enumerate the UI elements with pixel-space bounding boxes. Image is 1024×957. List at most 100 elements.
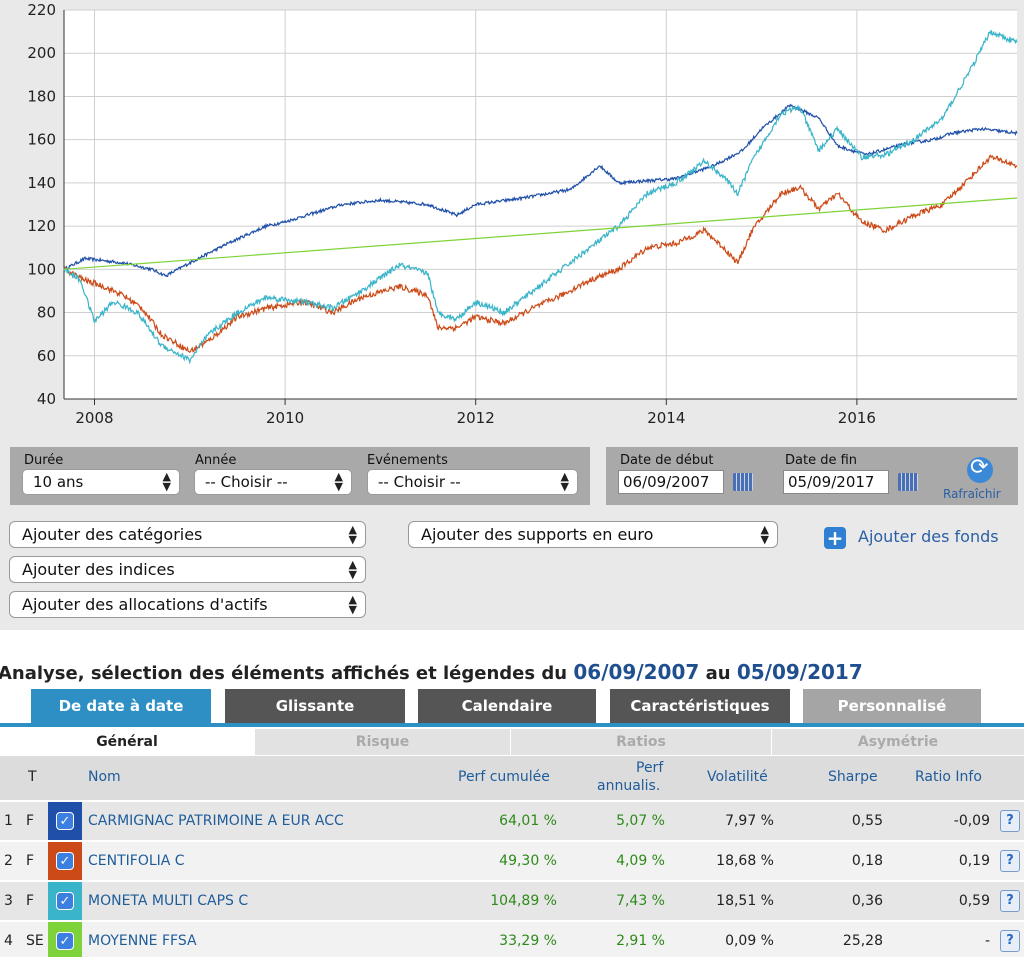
refresh-icon[interactable] bbox=[967, 455, 993, 483]
select-arrows-icon: ▲ ▼ bbox=[348, 593, 357, 616]
row-type: F bbox=[26, 853, 35, 869]
tab-glissante[interactable]: Glissante bbox=[225, 689, 405, 723]
row-type: SE bbox=[26, 933, 44, 949]
col-t[interactable]: T bbox=[28, 769, 37, 785]
row-perf-annualisee: 5,07 % bbox=[616, 813, 665, 829]
row-number: 3 bbox=[4, 893, 13, 909]
row-number: 2 bbox=[4, 853, 13, 869]
row-nom[interactable]: MOYENNE FFSA bbox=[88, 933, 197, 949]
duree-value: 10 ans bbox=[33, 473, 84, 491]
checkbox-checked-icon[interactable]: ✓ bbox=[56, 932, 74, 950]
analysis-date-to: 05/09/2017 bbox=[736, 660, 863, 684]
row-volatilite: 18,68 % bbox=[716, 853, 774, 869]
row-ratio-info: -0,09 bbox=[953, 813, 990, 829]
row-sharpe: 0,36 bbox=[851, 893, 883, 909]
subtab-asymetrie[interactable]: Asymétrie bbox=[772, 729, 1024, 755]
annee-label: Année bbox=[195, 453, 237, 468]
series-color-swatch: ✓ bbox=[48, 922, 82, 957]
table-row[interactable]: 1 F ✓ CARMIGNAC PATRIMOINE A EUR ACC 64,01 %… bbox=[0, 802, 1024, 840]
table-header: T Nom Perf cumulée Perf annualis. Volati… bbox=[0, 756, 1024, 800]
checkbox-checked-icon[interactable]: ✓ bbox=[56, 852, 74, 870]
info-icon[interactable]: ? bbox=[1000, 850, 1020, 872]
tab-underline bbox=[0, 723, 1024, 727]
info-icon[interactable]: ? bbox=[1000, 890, 1020, 912]
plot-area bbox=[64, 10, 1017, 399]
row-nom[interactable]: CARMIGNAC PATRIMOINE A EUR ACC bbox=[88, 813, 344, 829]
add-fonds-button[interactable]: Ajouter des fonds bbox=[858, 527, 999, 546]
x-tick-label: 2010 bbox=[266, 409, 304, 427]
table-row[interactable]: 4 SE ✓ MOYENNE FFSA 33,29 % 2,91 % 0,09 % 25,28… bbox=[0, 922, 1024, 957]
y-tick-label: 200 bbox=[27, 44, 56, 62]
evenements-select[interactable]: -- Choisir -- ▲ ▼ bbox=[367, 469, 578, 495]
series-color-swatch: ✓ bbox=[48, 882, 82, 920]
add-categories-select[interactable]: Ajouter des catégories ▲ ▼ bbox=[9, 521, 366, 548]
analysis-title-prefix: Analyse, sélection des éléments affichés… bbox=[0, 663, 568, 684]
row-nom[interactable]: MONETA MULTI CAPS C bbox=[88, 893, 249, 909]
y-tick-label: 100 bbox=[27, 260, 56, 278]
series-color-swatch: ✓ bbox=[48, 802, 82, 840]
col-ratio-info[interactable]: Ratio Info bbox=[915, 769, 982, 785]
row-perf-annualisee: 4,09 % bbox=[616, 853, 665, 869]
y-tick-label: 120 bbox=[27, 217, 56, 235]
row-perf-cumulee: 33,29 % bbox=[499, 933, 557, 949]
add-supports-select[interactable]: Ajouter des supports en euro ▲ ▼ bbox=[408, 521, 778, 548]
subtab-ratios[interactable]: Ratios bbox=[511, 729, 771, 755]
row-perf-annualisee: 7,43 % bbox=[616, 893, 665, 909]
analysis-date-from: 06/09/2007 bbox=[573, 660, 700, 684]
subtab-general[interactable]: Général bbox=[0, 729, 254, 755]
tab-personnalise[interactable]: Personnalisé bbox=[803, 689, 981, 723]
add-categories-label: Ajouter des catégories bbox=[22, 525, 203, 544]
row-sharpe: 25,28 bbox=[842, 933, 883, 949]
y-tick-label: 60 bbox=[37, 347, 56, 365]
analysis-title: Analyse, sélection des éléments affichés… bbox=[0, 660, 863, 684]
row-volatilite: 18,51 % bbox=[716, 893, 774, 909]
col-volatilite[interactable]: Volatilité bbox=[707, 769, 768, 785]
tab-caracteristiques[interactable]: Caractéristiques bbox=[610, 689, 790, 723]
x-tick-label: 2016 bbox=[838, 409, 876, 427]
date-debut-input[interactable]: 06/09/2007 bbox=[618, 470, 724, 494]
plus-icon[interactable]: + bbox=[824, 527, 846, 549]
add-allocations-select[interactable]: Ajouter des allocations d'actifs ▲ ▼ bbox=[9, 591, 366, 618]
row-type: F bbox=[26, 813, 35, 829]
add-indices-select[interactable]: Ajouter des indices ▲ ▼ bbox=[9, 556, 366, 583]
calendar-icon[interactable] bbox=[898, 473, 918, 491]
info-icon[interactable]: ? bbox=[1000, 930, 1020, 952]
row-volatilite: 7,97 % bbox=[725, 813, 774, 829]
select-arrows-icon: ▲ ▼ bbox=[162, 470, 171, 493]
x-tick-label: 2014 bbox=[647, 409, 685, 427]
col-perf-annualis-line2[interactable]: annualis. bbox=[597, 778, 661, 794]
select-arrows-icon: ▲ ▼ bbox=[348, 523, 357, 546]
add-allocations-label: Ajouter des allocations d'actifs bbox=[22, 595, 268, 614]
tab-calendaire[interactable]: Calendaire bbox=[418, 689, 596, 723]
rafraichir-button[interactable]: Rafraîchir bbox=[943, 487, 1001, 501]
row-ratio-info: 0,59 bbox=[958, 893, 990, 909]
checkbox-checked-icon[interactable]: ✓ bbox=[56, 892, 74, 910]
performance-chart: 40 60 80 100 120 140 160 180 200 220 2008 2010 2012 2… bbox=[0, 0, 1024, 440]
row-number: 1 bbox=[4, 813, 13, 829]
select-arrows-icon: ▲ ▼ bbox=[348, 558, 357, 581]
table-row[interactable]: 3 F ✓ MONETA MULTI CAPS C 104,89 % 7,43 % 18,5… bbox=[0, 882, 1024, 920]
duree-label: Durée bbox=[24, 453, 64, 468]
series-line-2 bbox=[63, 154, 1018, 353]
info-icon[interactable]: ? bbox=[1000, 810, 1020, 832]
tab-de-date-a-date[interactable]: De date à date bbox=[31, 689, 211, 727]
row-perf-cumulee: 49,30 % bbox=[499, 853, 557, 869]
subtab-risque[interactable]: Risque bbox=[255, 729, 510, 755]
row-ratio-info: 0,19 bbox=[958, 853, 990, 869]
col-sharpe[interactable]: Sharpe bbox=[828, 769, 878, 785]
row-perf-cumulee: 64,01 % bbox=[499, 813, 557, 829]
calendar-icon[interactable] bbox=[733, 473, 753, 491]
annee-select[interactable]: -- Choisir -- ▲ ▼ bbox=[194, 469, 352, 495]
col-perf-annualis-line1[interactable]: Perf bbox=[636, 760, 664, 776]
col-perf-cumulee[interactable]: Perf cumulée bbox=[458, 769, 550, 785]
row-nom[interactable]: CENTIFOLIA C bbox=[88, 853, 185, 869]
row-type: F bbox=[26, 893, 35, 909]
checkbox-checked-icon[interactable]: ✓ bbox=[56, 812, 74, 830]
series-line-3 bbox=[63, 29, 1018, 365]
table-row[interactable]: 2 F ✓ CENTIFOLIA C 49,30 % 4,09 % 18,68 % 0,18 0… bbox=[0, 842, 1024, 880]
col-nom[interactable]: Nom bbox=[88, 769, 121, 785]
date-fin-input[interactable]: 05/09/2017 bbox=[783, 470, 889, 494]
y-tick-label: 40 bbox=[37, 390, 56, 408]
duree-select[interactable]: 10 ans ▲ ▼ bbox=[22, 469, 180, 495]
